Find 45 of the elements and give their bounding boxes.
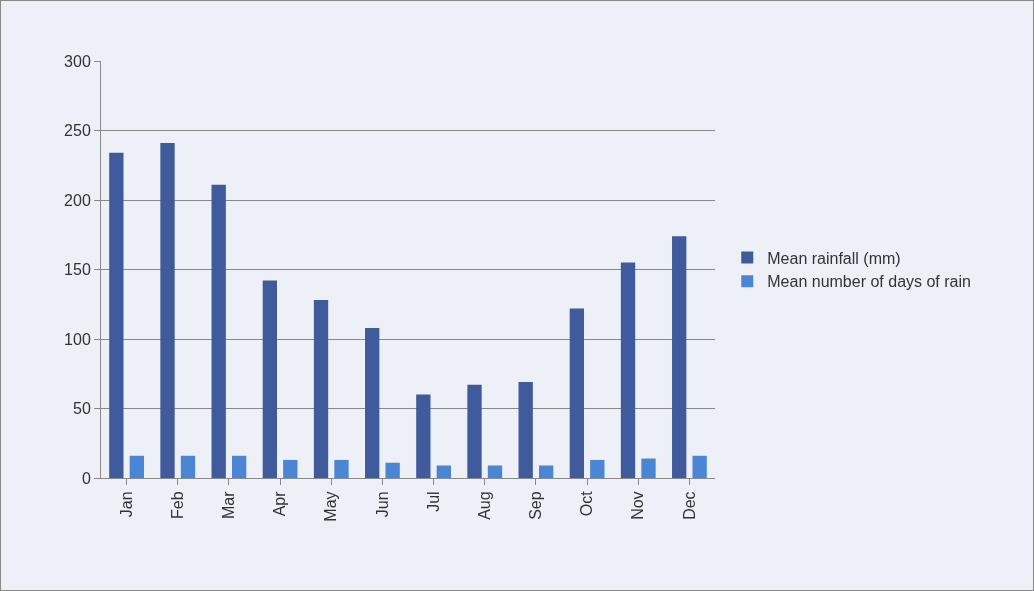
bar [231, 455, 247, 478]
y-tick-label: 150 [64, 261, 91, 279]
bar [641, 458, 656, 478]
bar [385, 462, 400, 478]
bar [672, 236, 687, 478]
y-tick-label: 0 [81, 469, 91, 487]
bar [129, 455, 144, 478]
bar [467, 384, 482, 478]
bar [365, 327, 380, 478]
bar [692, 455, 707, 478]
bar [620, 262, 636, 478]
x-tick-label: Dec [680, 491, 698, 520]
legend-label: Mean rainfall (mm) [767, 249, 901, 267]
x-tick-label: Aug [475, 491, 493, 520]
y-tick-label: 250 [64, 122, 91, 140]
bar [569, 308, 585, 478]
bar [590, 459, 605, 478]
x-tick-label: Jun [373, 491, 391, 518]
bar [487, 465, 503, 478]
bar [416, 394, 431, 478]
x-tick-label: Sep [527, 491, 545, 520]
bar [180, 455, 196, 478]
bar [211, 184, 226, 478]
bar [436, 465, 451, 478]
bar [262, 280, 278, 478]
x-tick-label: Apr [271, 490, 289, 517]
x-tick-label: Jan [117, 491, 135, 518]
bar [518, 382, 533, 478]
x-tick-label: Oct [578, 490, 596, 517]
y-tick-label: 200 [64, 191, 91, 209]
bar [334, 459, 349, 478]
bar [283, 459, 298, 478]
x-tick-label: Jul [424, 491, 442, 512]
y-tick-label: 300 [64, 52, 91, 70]
bar [109, 152, 124, 478]
legend-label: Mean number of days of rain [767, 273, 971, 291]
x-tick-label: May [322, 491, 340, 522]
bar [160, 143, 175, 478]
bar [538, 465, 554, 478]
x-tick-label: Nov [629, 491, 647, 520]
y-tick-label: 50 [73, 400, 91, 418]
y-tick-label: 100 [64, 330, 91, 348]
x-tick-label: Mar [220, 490, 238, 519]
x-tick-label: Feb [168, 491, 186, 519]
bar [313, 300, 329, 478]
